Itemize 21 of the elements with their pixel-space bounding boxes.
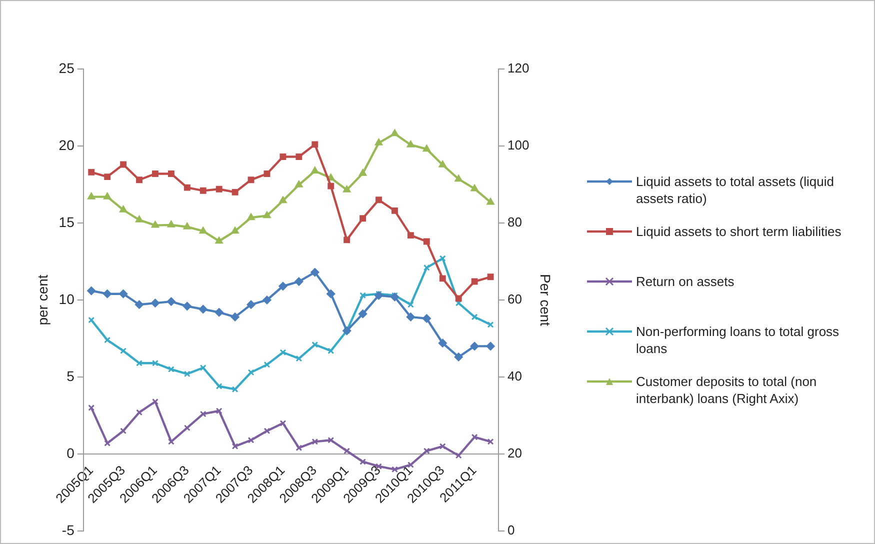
legend-label: Customer deposits to total (non interbank) loans (Right Axix) <box>636 373 818 407</box>
y-tick-label: 0 <box>66 444 75 461</box>
y2-tick-label: 20 <box>508 446 522 461</box>
y2-tick-label: 80 <box>508 214 522 230</box>
y-tick-label: 15 <box>58 214 75 230</box>
y-tick-label: 10 <box>58 290 75 307</box>
y-tick-label: 5 <box>66 368 75 384</box>
y2-tick-label: 100 <box>508 138 530 153</box>
y2-tick-label: 120 <box>508 60 530 76</box>
legend-label: Liquid assets to short term liabilities <box>636 223 842 240</box>
y-tick-label: 25 <box>58 60 75 76</box>
y2-tick-label: 0 <box>508 522 515 538</box>
legend-label: Non-performing loans to total gross loans <box>636 323 840 357</box>
legend-label: Liquid assets to total assets (liquid assets ratio) <box>636 173 835 207</box>
y2-axis-title: Per cent <box>538 274 554 326</box>
y2-tick-label: 60 <box>508 292 522 307</box>
y2-tick-label: 40 <box>508 368 522 384</box>
y-tick-label: -5 <box>62 522 75 538</box>
y-tick-label: 20 <box>58 136 75 153</box>
y-axis-title: per cent <box>34 274 50 326</box>
legend-label: Return on assets <box>636 273 734 290</box>
